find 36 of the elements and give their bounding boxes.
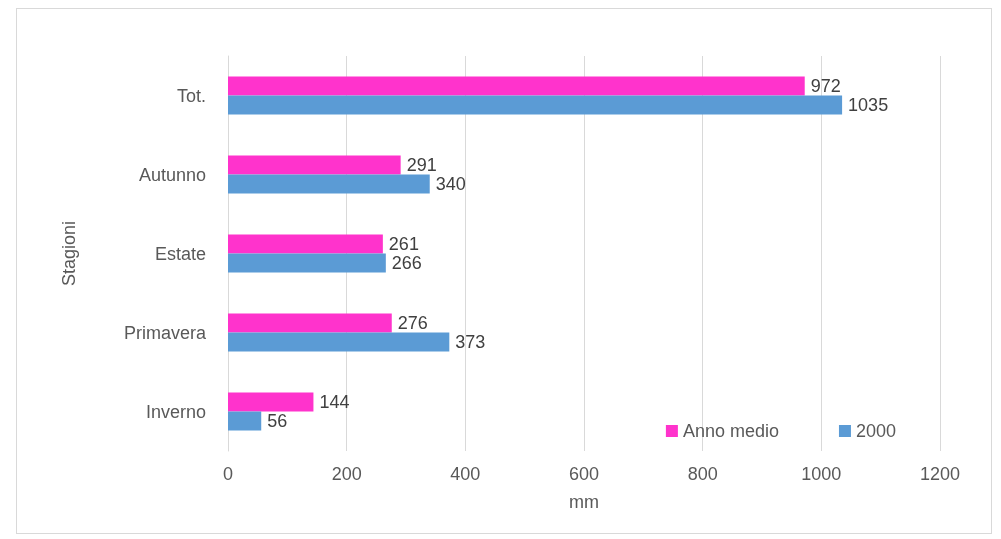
x-tick-label: 1200 [919, 464, 961, 484]
x-tick-label: 800 [687, 464, 718, 484]
bar [228, 234, 383, 254]
legend-label: Anno medio [682, 421, 779, 441]
data-label: 276 [397, 313, 428, 333]
y-tick-label: Inverno [145, 401, 206, 422]
data-label: 1035 [848, 95, 889, 115]
data-label: 261 [388, 234, 419, 254]
bar [228, 392, 314, 412]
data-label: 144 [319, 392, 350, 412]
data-label: 972 [810, 76, 841, 96]
bar [228, 76, 805, 96]
x-axis-title: mm [569, 492, 599, 512]
y-tick-label: Estate [154, 243, 206, 264]
bar [228, 313, 392, 333]
bar [228, 174, 430, 194]
data-label: 340 [435, 174, 466, 194]
bar [228, 411, 262, 431]
x-tick-label: 600 [568, 464, 600, 484]
bar [228, 95, 843, 115]
data-label: 56 [267, 411, 288, 431]
x-tick-label: 0 [222, 464, 234, 484]
x-tick-label: 200 [331, 464, 362, 484]
data-label: 266 [391, 253, 422, 273]
x-tick-label: 400 [450, 464, 481, 484]
data-label: 373 [455, 332, 486, 352]
bar [228, 253, 386, 273]
y-tick-label: Primavera [123, 322, 207, 343]
y-tick-label: Tot. [176, 85, 206, 106]
bar [228, 155, 401, 175]
bar [228, 332, 450, 352]
data-label: 291 [406, 155, 437, 175]
legend-label: 2000 [855, 421, 896, 441]
x-tick-label: 1000 [801, 464, 842, 484]
y-axis-title: Stagioni [59, 220, 79, 287]
y-tick-label: Autunno [138, 164, 206, 185]
